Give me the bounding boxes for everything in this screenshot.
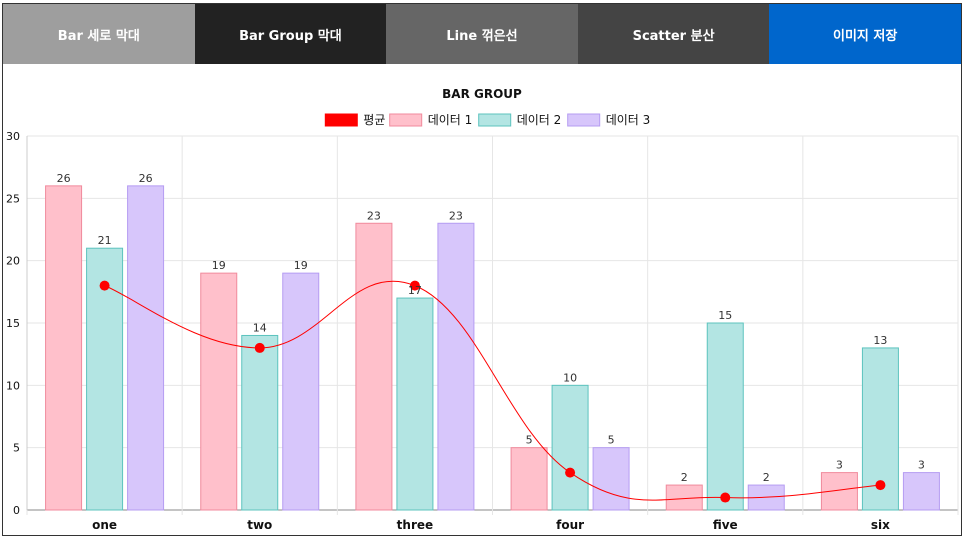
data-label: 2 <box>681 471 688 484</box>
data-label: 3 <box>836 459 843 472</box>
x-tick-label: four <box>556 518 584 532</box>
data-label: 19 <box>212 259 226 272</box>
y-tick-label: 25 <box>6 192 20 205</box>
bar <box>241 334 279 511</box>
data-label: 10 <box>563 371 577 384</box>
bar-group-chart: BAR GROUP 평균 데이터 1 데이터 2 데이터 3 261923523211… <box>6 87 959 532</box>
data-label: 21 <box>98 234 112 247</box>
bar <box>355 222 393 511</box>
y-tick-label: 20 <box>6 255 20 268</box>
save-image-button[interactable]: 이미지 저장 <box>769 4 961 64</box>
y-tick-label: 10 <box>6 379 20 392</box>
x-tick-label: two <box>247 518 272 532</box>
bar <box>592 447 630 511</box>
tab-line[interactable]: Line 꺾은선 <box>386 4 578 64</box>
data-label: 23 <box>449 209 463 222</box>
bar <box>510 447 548 511</box>
data-label: 3 <box>918 459 925 472</box>
x-tick-label: five <box>713 518 738 532</box>
chart-frame: Bar 세로 막대 Bar Group 막대 Line 꺾은선 Scatter … <box>2 3 962 536</box>
legend-swatch <box>478 113 512 127</box>
bar <box>551 384 589 511</box>
chart-title: BAR GROUP <box>442 87 522 101</box>
legend-swatch <box>389 113 423 127</box>
legend-label: 데이터 3 <box>606 113 651 127</box>
bar <box>127 185 165 511</box>
chart-area: BAR GROUP 평균 데이터 1 데이터 2 데이터 3 26 19 23 5 2 3 21 1… <box>3 64 961 535</box>
bar <box>437 222 475 511</box>
data-label: 5 <box>608 434 615 447</box>
data-label: 2 <box>763 471 770 484</box>
bar <box>200 272 238 511</box>
data-label: 23 <box>367 209 381 222</box>
y-tick-label: 30 <box>6 130 20 143</box>
y-tick-label: 0 <box>13 504 20 517</box>
average-point <box>99 280 110 291</box>
y-tick-label: 5 <box>13 442 20 455</box>
data-label: 15 <box>718 309 732 322</box>
average-point <box>409 280 420 291</box>
average-point <box>720 492 731 503</box>
data-label: 17 <box>408 284 422 297</box>
average-point <box>565 467 576 478</box>
bar <box>902 472 940 511</box>
bars <box>45 185 940 511</box>
tab-bar-vertical[interactable]: Bar 세로 막대 <box>3 4 195 64</box>
data-label: 13 <box>873 334 887 347</box>
legend-label: 데이터 2 <box>517 113 562 127</box>
bar <box>396 297 434 511</box>
average-point <box>875 480 886 491</box>
y-tick-label: 15 <box>6 317 20 330</box>
bar <box>706 322 744 511</box>
legend: 평균 데이터 1 데이터 2 데이터 3 <box>324 113 651 127</box>
data-label: 14 <box>253 321 267 334</box>
tab-scatter[interactable]: Scatter 분산 <box>577 4 770 64</box>
data-label: 5 <box>526 434 533 447</box>
data-label: 26 <box>139 172 153 185</box>
grid <box>26 135 959 515</box>
legend-label: 평균 <box>363 113 385 127</box>
x-tick-label: six <box>871 518 890 532</box>
legend-label: 데이터 1 <box>428 113 473 127</box>
tab-bar-group[interactable]: Bar Group 막대 <box>194 4 387 64</box>
x-tick-label: three <box>397 518 433 532</box>
bar <box>45 185 83 511</box>
average-line <box>99 280 886 503</box>
bar <box>282 272 320 511</box>
chart-type-tabs: Bar 세로 막대 Bar Group 막대 Line 꺾은선 Scatter … <box>3 4 961 64</box>
legend-swatch <box>324 113 358 127</box>
average-point <box>254 342 265 353</box>
legend-swatch <box>567 113 601 127</box>
data-label: 26 <box>57 172 71 185</box>
data-label: 19 <box>294 259 308 272</box>
x-tick-label: one <box>92 518 117 532</box>
